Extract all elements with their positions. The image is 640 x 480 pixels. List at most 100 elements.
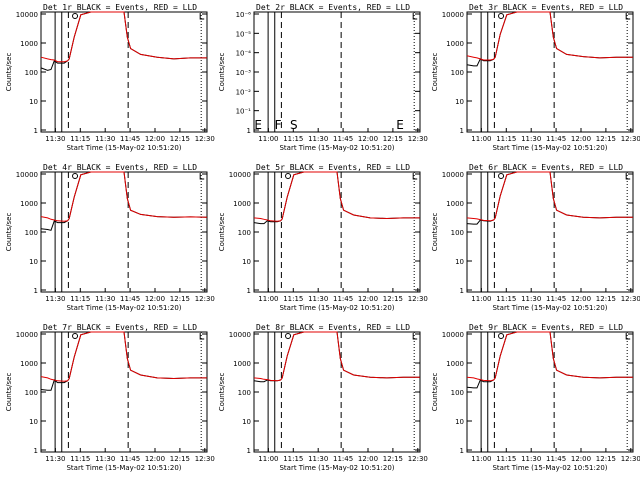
y-tick-label: 10: [455, 418, 464, 426]
x-tick-label: 11:30: [521, 135, 541, 143]
y-axis-label: Counts/sec: [431, 213, 439, 252]
panel-title: Det 7r BLACK = Events, RED = LLD: [43, 323, 197, 332]
panel-title: Det 9r BLACK = Events, RED = LLD: [469, 323, 623, 332]
x-tick-label: 12:00: [358, 135, 378, 143]
series-lld: [40, 11, 207, 63]
end-bracket: [625, 333, 631, 340]
x-tick-label: 12:15: [170, 295, 190, 303]
y-tick-label: 1000: [446, 200, 464, 208]
plot-frame: [253, 171, 421, 293]
y-tick-label: 100: [25, 229, 38, 237]
interval-label: F: [275, 118, 282, 132]
x-tick-label: 12:15: [383, 295, 403, 303]
y-tick-label: 10000: [442, 331, 464, 339]
peak-marker: [72, 13, 79, 19]
series-lld: [253, 171, 420, 222]
panel-det-4: Det 4r BLACK = Events, RED = LLD Counts/s…: [5, 163, 215, 312]
y-tick-label: 10⁻⁴: [236, 50, 252, 58]
x-tick-label: 11:15: [283, 455, 303, 463]
x-tick-label: 11:30: [45, 455, 65, 463]
y-tick-label: 10⁻²: [236, 88, 252, 96]
x-tick-label: 11:30: [521, 295, 541, 303]
x-axis-label: Start Time (15-May-02 10:51:20): [66, 464, 181, 472]
end-bracket: [412, 13, 418, 20]
x-tick-label: 11:15: [70, 135, 90, 143]
x-tick-label: 11:30: [95, 455, 115, 463]
x-tick-label: 11:45: [333, 135, 353, 143]
x-tick-label: 12:30: [621, 295, 640, 303]
y-tick-label: 1000: [20, 200, 38, 208]
x-tick-label: 12:00: [358, 295, 378, 303]
x-tick-label: 12:15: [596, 295, 616, 303]
x-tick-label: 12:30: [408, 295, 428, 303]
x-tick-label: 12:15: [170, 135, 190, 143]
plot-frame: [40, 171, 208, 293]
y-tick-label: 10: [29, 258, 38, 266]
panel-title: Det 2r BLACK = Events, RED = LLD: [256, 3, 410, 12]
x-tick-label: 12:00: [571, 455, 591, 463]
x-tick-label: 11:45: [546, 135, 566, 143]
y-tick-label: 10: [455, 98, 464, 106]
panel-title: Det 1r BLACK = Events, RED = LLD: [43, 3, 197, 12]
x-tick-label: 12:00: [571, 135, 591, 143]
peak-marker: [285, 333, 292, 339]
y-axis-label: Counts/sec: [5, 213, 13, 252]
y-tick-label: 1: [460, 287, 464, 295]
x-tick-label: 12:00: [145, 295, 165, 303]
x-tick-label: 11:00: [471, 455, 491, 463]
y-tick-label: 10000: [229, 171, 251, 179]
series-events: [40, 171, 208, 231]
x-tick-label: 12:30: [195, 455, 215, 463]
y-tick-label: 100: [451, 389, 464, 397]
y-tick-label: 10000: [442, 171, 464, 179]
x-tick-label: 11:15: [283, 295, 303, 303]
end-bracket: [412, 173, 418, 180]
series-lld: [466, 171, 633, 222]
end-bracket: [412, 333, 418, 340]
x-axis-label: Start Time (15-May-02 10:51:20): [492, 304, 607, 312]
panel-det-8: Det 8r BLACK = Events, RED = LLD Counts/s…: [218, 323, 428, 472]
end-bracket: [625, 173, 631, 180]
x-tick-label: 11:15: [283, 135, 303, 143]
y-tick-label: 1000: [233, 360, 251, 368]
interval-label: E: [396, 118, 404, 132]
series-lld: [40, 331, 207, 382]
series-events: [466, 331, 633, 389]
x-tick-label: 11:30: [308, 135, 328, 143]
plot-frame: [466, 171, 634, 293]
x-tick-label: 12:30: [195, 295, 215, 303]
peak-marker: [498, 173, 505, 179]
x-tick-label: 11:30: [45, 135, 65, 143]
x-tick-label: 11:30: [45, 295, 65, 303]
x-tick-label: 11:15: [496, 295, 516, 303]
series-lld: [466, 331, 633, 382]
y-tick-label: 1: [247, 447, 251, 455]
x-tick-label: 12:30: [621, 135, 640, 143]
y-tick-label: 1000: [20, 40, 38, 48]
x-tick-label: 11:45: [546, 295, 566, 303]
y-axis-label: Counts/sec: [218, 53, 226, 92]
x-tick-label: 12:00: [571, 295, 591, 303]
x-tick-label: 11:15: [70, 455, 90, 463]
x-tick-label: 12:15: [383, 135, 403, 143]
x-axis-label: Start Time (15-May-02 10:51:20): [279, 304, 394, 312]
x-tick-label: 12:00: [145, 135, 165, 143]
series-events: [466, 171, 633, 225]
y-tick-label: 10⁻³: [236, 69, 252, 77]
y-axis-label: Counts/sec: [431, 53, 439, 92]
y-tick-label: 10⁻⁶: [236, 11, 252, 19]
series-events: [253, 171, 420, 225]
x-tick-label: 11:45: [120, 295, 140, 303]
x-tick-label: 11:00: [471, 295, 491, 303]
x-tick-label: 11:15: [70, 295, 90, 303]
y-tick-label: 1000: [20, 360, 38, 368]
y-tick-label: 100: [238, 389, 251, 397]
plot-frame: [466, 11, 634, 133]
series-lld: [466, 11, 633, 61]
end-bracket: [625, 13, 631, 20]
peak-marker: [72, 333, 79, 339]
x-tick-label: 12:30: [408, 455, 428, 463]
y-tick-label: 10: [242, 418, 251, 426]
series-lld: [253, 331, 420, 382]
